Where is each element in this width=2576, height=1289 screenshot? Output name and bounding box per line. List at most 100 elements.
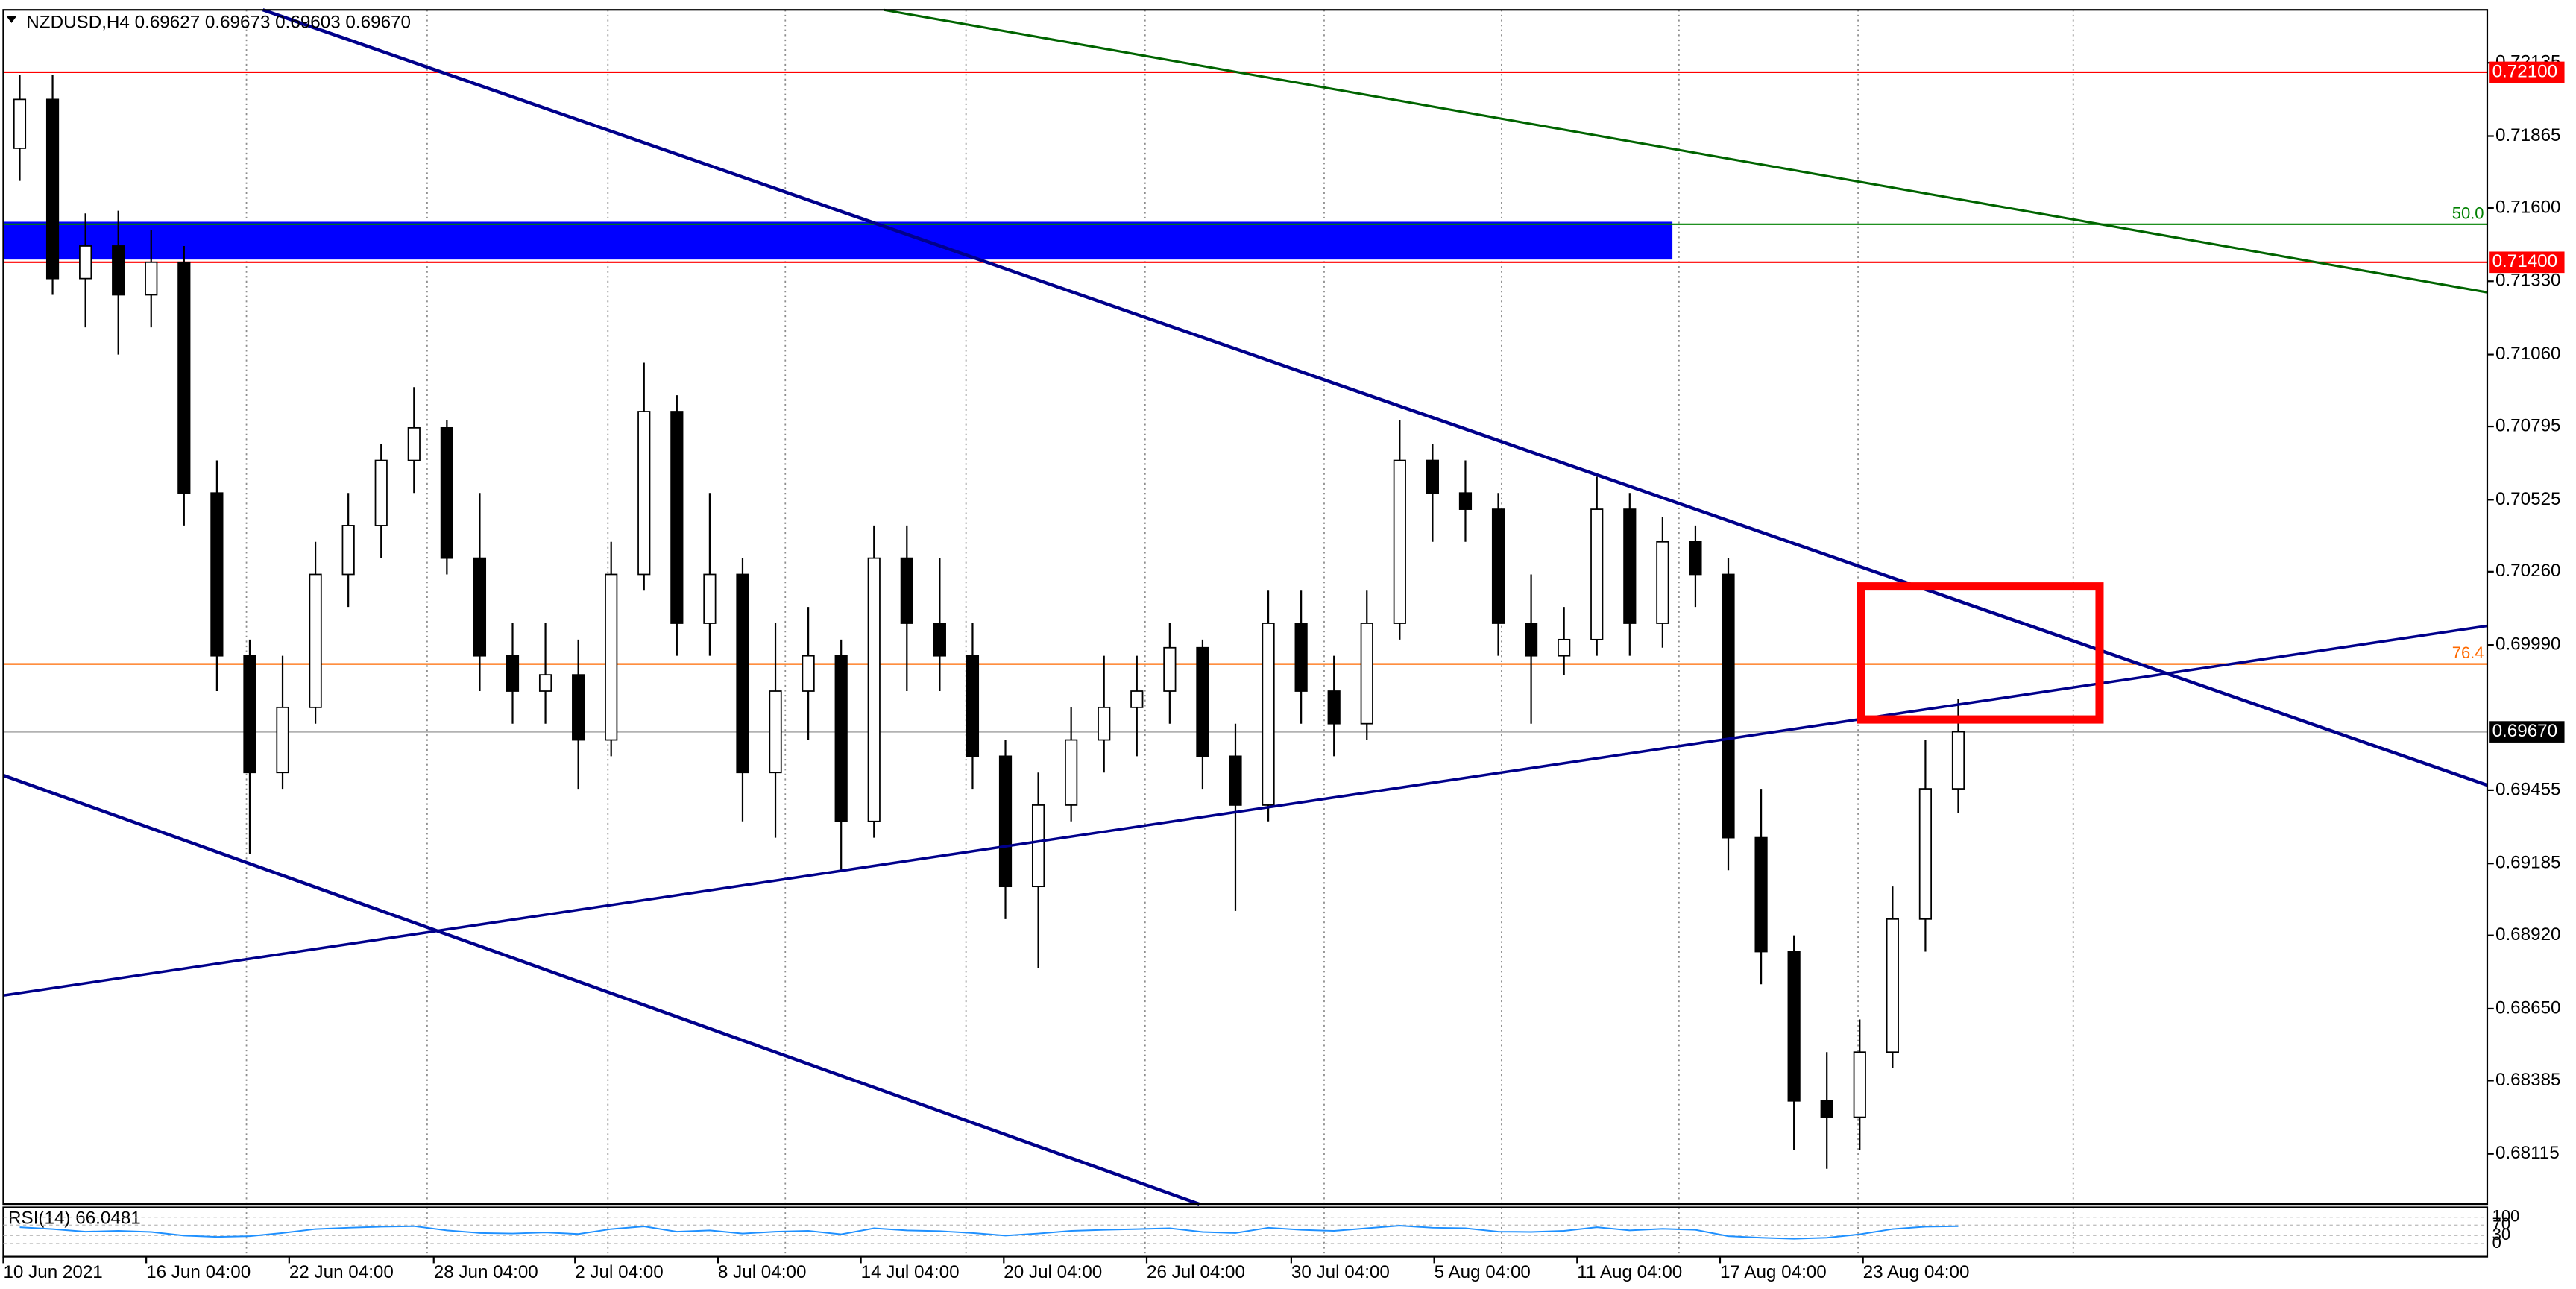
candle-body — [1360, 623, 1373, 725]
rsi-tick-label: 100 — [2492, 1207, 2520, 1226]
candle-body — [1031, 804, 1045, 888]
y-tick-label: 0.71600 — [2495, 197, 2561, 217]
levels: 50.0 76.4 — [3, 71, 2487, 733]
fib-label: 76.4 — [2452, 643, 2484, 662]
candle-body — [341, 525, 355, 576]
candle-body — [145, 261, 158, 296]
candle-body — [867, 557, 881, 822]
candle-body — [1787, 951, 1801, 1102]
candle-body — [407, 426, 421, 461]
trendline — [262, 8, 2488, 787]
price-frame — [2, 9, 2489, 1206]
candle-body — [736, 573, 749, 774]
candle-body — [834, 655, 848, 822]
y-tick-label: 0.70525 — [2495, 489, 2561, 509]
highlight-box — [1857, 582, 2104, 724]
candle-body — [440, 426, 453, 559]
fib-label: 50.0 — [2452, 204, 2484, 222]
candle-body — [374, 459, 388, 526]
y-tick-label: 0.71060 — [2495, 344, 2561, 364]
candle-body — [1491, 508, 1505, 624]
y-tick-label: 0.68115 — [2495, 1143, 2560, 1163]
candle-body — [1065, 739, 1078, 806]
candle-body — [572, 674, 585, 741]
x-tick-label: 23 Aug 04:00 — [1863, 1262, 1970, 1282]
header-arrow — [6, 16, 17, 23]
trendline — [3, 624, 2488, 997]
price-label: 0.71400 — [2492, 251, 2558, 271]
candle-body — [1426, 459, 1439, 494]
candle-body — [1722, 573, 1735, 839]
candle-body — [1393, 459, 1406, 624]
y-tick-label: 0.68920 — [2495, 924, 2561, 945]
rsi-title: RSI(14) 66.0481 — [8, 1208, 141, 1228]
candle-body — [933, 623, 946, 657]
candle-body — [177, 261, 191, 494]
x-tick-label: 26 Jul 04:00 — [1147, 1262, 1245, 1282]
trendline — [884, 8, 2488, 294]
axes: 0.721350.718650.716000.713300.710600.707… — [2, 52, 2565, 1282]
chart-title: NZDUSD,H4 0.69627 0.69673 0.69603 0.6967… — [26, 12, 411, 32]
candle-body — [703, 573, 717, 624]
candle-body — [79, 245, 92, 280]
y-tick-label: 0.68385 — [2495, 1070, 2561, 1090]
period-separators — [245, 10, 2074, 1257]
candle-body — [243, 655, 256, 774]
x-tick-label: 10 Jun 2021 — [3, 1262, 102, 1282]
candle-body — [1951, 731, 1965, 790]
candle-body — [1623, 508, 1637, 624]
candle-body — [1853, 1051, 1866, 1118]
candles — [13, 75, 1965, 1169]
price-label-box — [2489, 61, 2565, 83]
x-tick-label: 30 Jul 04:00 — [1291, 1262, 1390, 1282]
candle-body — [1590, 508, 1604, 640]
y-tick-label: 0.71865 — [2495, 125, 2561, 145]
candle-body — [538, 674, 552, 692]
candle-body — [605, 573, 618, 741]
frames — [2, 9, 2489, 1258]
y-tick-label: 0.69455 — [2495, 779, 2561, 799]
candle-body — [1918, 788, 1933, 920]
price-label: 0.69670 — [2492, 721, 2558, 741]
rsi-line — [19, 1224, 1959, 1240]
candle-body — [1558, 638, 1571, 657]
supply-zone — [3, 221, 1673, 260]
rsi-frame — [2, 1206, 2489, 1258]
candle-body — [13, 98, 27, 149]
y-tick-label: 0.70795 — [2495, 415, 2561, 435]
rsi-tick-label: 30 — [2492, 1225, 2511, 1244]
candle-body — [1458, 492, 1473, 510]
candle-body — [506, 655, 520, 692]
candle-body — [473, 557, 487, 657]
price-label-box — [2489, 251, 2565, 274]
y-tick-label: 0.70260 — [2495, 561, 2561, 581]
price-label-box — [2489, 721, 2565, 743]
candle-body — [1163, 646, 1177, 692]
y-tick-label: 0.71330 — [2495, 271, 2561, 291]
candle-body — [1886, 918, 1899, 1053]
candle-body — [1130, 690, 1144, 708]
candle-body — [1196, 646, 1209, 757]
x-tick-label: 17 Aug 04:00 — [1720, 1262, 1827, 1282]
x-tick-label: 2 Jul 04:00 — [575, 1262, 664, 1282]
trendlines — [2, 8, 2488, 1206]
candle-body — [1754, 836, 1768, 953]
candle-body — [1525, 623, 1538, 657]
y-tick-label: 0.69185 — [2495, 853, 2561, 873]
candle-body — [45, 98, 60, 280]
x-tick-label: 11 Aug 04:00 — [1577, 1262, 1682, 1282]
candle-body — [802, 655, 815, 692]
candle-body — [210, 492, 224, 657]
rsi-tick-label: 0 — [2492, 1233, 2501, 1252]
candle-body — [966, 655, 980, 757]
x-tick-label: 8 Jul 04:00 — [718, 1262, 806, 1282]
candle-body — [670, 411, 684, 624]
candle-body — [276, 706, 289, 774]
trendline — [2, 773, 1200, 1206]
candle-body — [1327, 690, 1341, 725]
x-tick-label: 22 Jun 04:00 — [289, 1262, 394, 1282]
